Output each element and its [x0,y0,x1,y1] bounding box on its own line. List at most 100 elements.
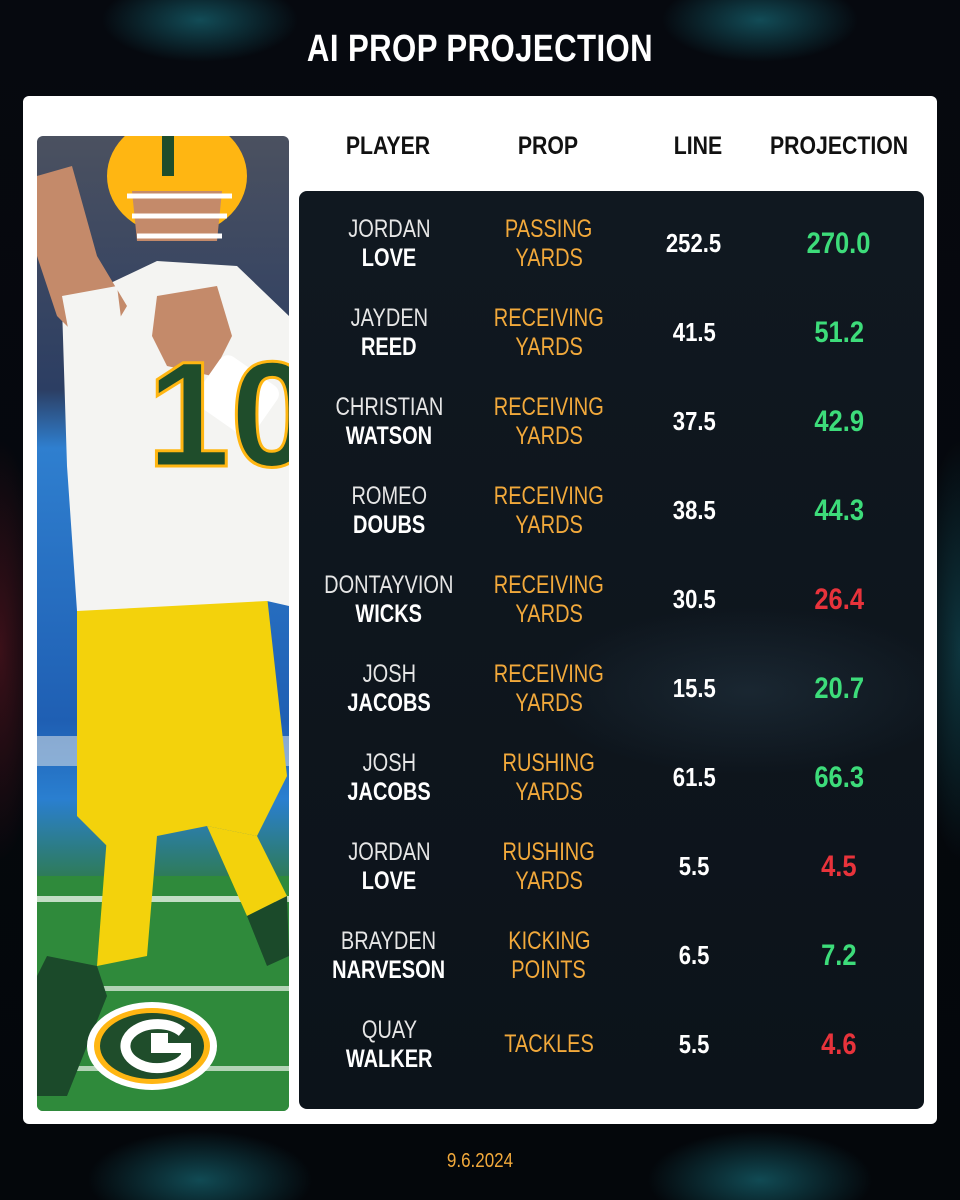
projection-cell: 66.3 [759,733,919,822]
table-row: JORDAN LOVE RUSHING YARDS 5.5 4.5 [299,822,924,911]
prop-line-2: YARDS [515,421,583,450]
line-cell: 15.5 [619,644,769,733]
projection-value: 44.3 [814,493,864,527]
projection-cell: 7.2 [759,911,919,1000]
prop-cell: KICKING POINTS [459,911,639,1000]
projection-value: 51.2 [814,315,864,349]
projection-value: 7.2 [821,938,857,972]
prop-line-1: RECEIVING [493,392,605,421]
player-first-name: CHRISTIAN [335,392,443,421]
prop-line-1: PASSING [505,214,593,243]
prop-line-1: RECEIVING [493,659,605,688]
player-cell: JOSH JACOBS [299,644,479,733]
line-value: 5.5 [678,851,710,881]
line-value: 61.5 [672,762,716,792]
header-prop: PROP [517,132,579,160]
prop-cell: RECEIVING YARDS [459,466,639,555]
projection-card: 10 PLAYER PROP LINE PROJECTION JORDAN LOV… [23,96,937,1124]
player-first-name: JAYDEN [350,303,428,332]
player-first-name: JORDAN [347,214,431,243]
player-first-name: DONTAYVION [324,570,454,599]
projection-table: JORDAN LOVE PASSING YARDS 252.5 270.0 JAYDEN RE… [299,191,924,1109]
projection-cell: 4.5 [759,822,919,911]
line-value: 5.5 [678,1029,710,1059]
prop-line-1: RUSHING [502,748,596,777]
prop-cell: RECEIVING YARDS [459,377,639,466]
player-cell: DONTAYVION WICKS [299,555,479,644]
line-cell: 38.5 [619,466,769,555]
line-value: 38.5 [672,495,716,525]
line-value: 37.5 [672,406,716,436]
line-value: 252.5 [666,228,722,258]
table-row: JOSH JACOBS RECEIVING YARDS 15.5 20.7 [299,644,924,733]
prop-line-1: TACKLES [504,1030,594,1058]
prop-cell: RUSHING YARDS [459,733,639,822]
player-first-name: ROMEO [351,481,427,510]
prop-cell: RUSHING YARDS [459,822,639,911]
prop-cell: RECEIVING YARDS [459,288,639,377]
player-last-name: WICKS [355,599,423,628]
packers-g-logo-icon [87,1002,217,1090]
player-cell: ROMEO DOUBS [299,466,479,555]
player-cell: JORDAN LOVE [299,822,479,911]
prop-line-2: YARDS [515,866,583,895]
page-title: AI PROP PROJECTION [306,28,654,70]
player-last-name: WALKER [345,1044,433,1073]
prop-line-2: YARDS [515,332,583,361]
player-first-name: JOSH [362,659,416,688]
table-row: JAYDEN REED RECEIVING YARDS 41.5 51.2 [299,288,924,377]
projection-value: 26.4 [814,582,864,616]
projection-cell: 44.3 [759,466,919,555]
projection-cell: 270.0 [759,199,919,288]
player-last-name: WATSON [345,421,433,450]
player-cell: CHRISTIAN WATSON [299,377,479,466]
projection-cell: 42.9 [759,377,919,466]
prop-line-2: YARDS [515,510,583,539]
projection-value: 20.7 [814,671,864,705]
player-first-name: BRAYDEN [341,926,437,955]
player-first-name: JORDAN [347,837,431,866]
projection-cell: 4.6 [759,1000,919,1089]
player-photo: 10 [37,136,289,1111]
player-cell: BRAYDEN NARVESON [299,911,479,1000]
player-last-name: JACOBS [347,777,431,806]
player-first-name: JOSH [362,748,416,777]
projection-cell: 20.7 [759,644,919,733]
table-row: DONTAYVION WICKS RECEIVING YARDS 30.5 26.4 [299,555,924,644]
player-last-name: LOVE [361,243,417,272]
player-last-name: REED [361,332,417,361]
prop-line-1: RECEIVING [493,570,605,599]
prop-line-2: YARDS [515,688,583,717]
player-last-name: NARVESON [332,955,446,984]
prop-line-1: RUSHING [502,837,596,866]
line-value: 6.5 [678,940,710,970]
player-cell: QUAY WALKER [299,1000,479,1089]
header-projection: PROJECTION [770,132,909,160]
prop-cell: RECEIVING YARDS [459,555,639,644]
projection-value: 4.5 [821,849,857,883]
line-cell: 5.5 [619,822,769,911]
player-last-name: JACOBS [347,688,431,717]
table-row: BRAYDEN NARVESON KICKING POINTS 6.5 7.2 [299,911,924,1000]
prop-line-2: YARDS [515,243,583,272]
prop-line-2: YARDS [515,777,583,806]
prop-line-1: RECEIVING [493,303,605,332]
line-value: 41.5 [672,317,716,347]
line-value: 15.5 [672,673,716,703]
table-row: JOSH JACOBS RUSHING YARDS 61.5 66.3 [299,733,924,822]
prop-line-1: KICKING [507,926,591,955]
projection-cell: 26.4 [759,555,919,644]
prop-cell: RECEIVING YARDS [459,644,639,733]
line-cell: 5.5 [619,1000,769,1089]
projection-value: 4.6 [821,1027,857,1061]
table-row: CHRISTIAN WATSON RECEIVING YARDS 37.5 42.9 [299,377,924,466]
player-illustration: 10 [37,136,289,1111]
line-cell: 6.5 [619,911,769,1000]
table-header: PLAYER PROP LINE PROJECTION [298,132,928,172]
prop-cell: PASSING YARDS [459,199,639,288]
table-row: QUAY WALKER TACKLES 5.5 4.6 [299,1000,924,1089]
player-cell: JAYDEN REED [299,288,479,377]
player-last-name: DOUBS [352,510,426,539]
line-cell: 37.5 [619,377,769,466]
table-row: JORDAN LOVE PASSING YARDS 252.5 270.0 [299,199,924,288]
